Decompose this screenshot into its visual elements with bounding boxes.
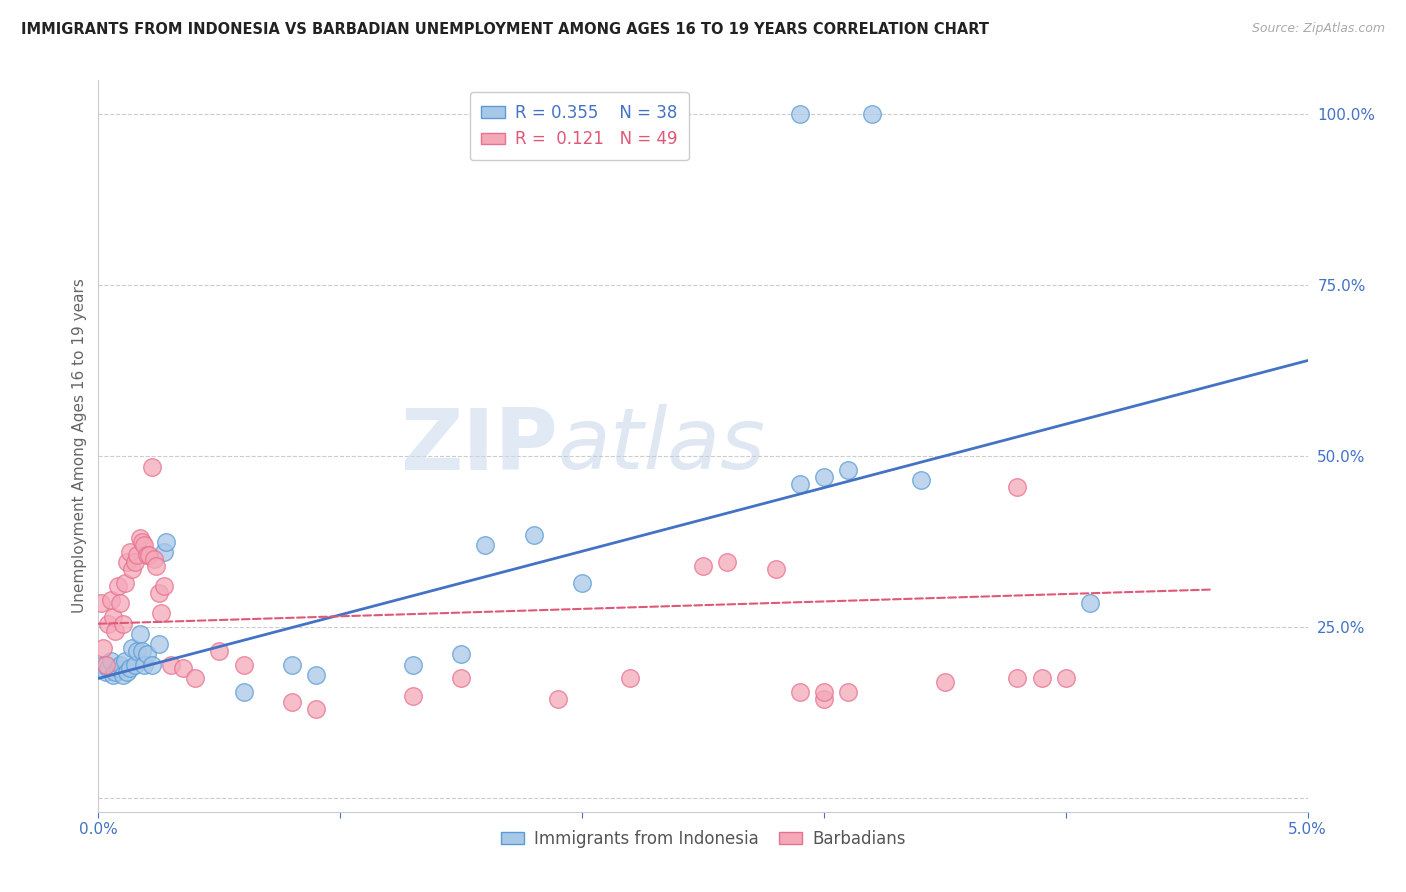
Point	[1007, 672, 1029, 686]
Point	[150, 607, 173, 621]
Point	[107, 579, 129, 593]
Point	[450, 672, 472, 686]
Point	[131, 644, 153, 658]
Point	[90, 596, 112, 610]
Point	[1007, 480, 1029, 494]
Point	[94, 665, 117, 679]
Point	[127, 644, 149, 658]
Point	[134, 538, 156, 552]
Point	[232, 685, 254, 699]
Legend: Immigrants from Indonesia, Barbadians: Immigrants from Indonesia, Barbadians	[494, 823, 912, 855]
Point	[111, 668, 134, 682]
Point	[281, 657, 304, 672]
Point	[281, 695, 304, 709]
Point	[104, 624, 127, 638]
Point	[547, 692, 569, 706]
Point	[523, 528, 546, 542]
Point	[143, 551, 166, 566]
Point	[135, 648, 157, 662]
Point	[124, 555, 146, 569]
Point	[101, 668, 124, 682]
Point	[155, 534, 177, 549]
Text: Source: ZipAtlas.com: Source: ZipAtlas.com	[1251, 22, 1385, 36]
Point	[152, 545, 174, 559]
Point	[152, 579, 174, 593]
Point	[145, 558, 167, 573]
Point	[305, 702, 328, 716]
Point	[141, 459, 163, 474]
Point	[232, 657, 254, 672]
Point	[450, 648, 472, 662]
Point	[716, 555, 738, 569]
Point	[765, 562, 787, 576]
Point	[97, 661, 120, 675]
Point	[837, 463, 859, 477]
Point	[91, 640, 114, 655]
Point	[141, 657, 163, 672]
Y-axis label: Unemployment Among Ages 16 to 19 years: Unemployment Among Ages 16 to 19 years	[72, 278, 87, 614]
Point	[813, 685, 835, 699]
Point	[94, 657, 117, 672]
Text: ZIP: ZIP	[401, 404, 558, 488]
Point	[121, 640, 143, 655]
Point	[114, 654, 136, 668]
Point	[571, 575, 593, 590]
Point	[121, 562, 143, 576]
Point	[934, 674, 956, 689]
Point	[108, 596, 131, 610]
Point	[128, 531, 150, 545]
Point	[789, 476, 811, 491]
Point	[910, 473, 932, 487]
Point	[107, 661, 129, 675]
Point	[114, 575, 136, 590]
Point	[100, 654, 122, 668]
Point	[135, 549, 157, 563]
Point	[131, 534, 153, 549]
Point	[860, 107, 883, 121]
Point	[148, 637, 170, 651]
Point	[138, 549, 160, 563]
Text: IMMIGRANTS FROM INDONESIA VS BARBADIAN UNEMPLOYMENT AMONG AGES 16 TO 19 YEARS CO: IMMIGRANTS FROM INDONESIA VS BARBADIAN U…	[21, 22, 988, 37]
Point	[172, 661, 194, 675]
Point	[148, 586, 170, 600]
Point	[128, 627, 150, 641]
Point	[813, 692, 835, 706]
Point	[101, 610, 124, 624]
Point	[208, 644, 231, 658]
Point	[692, 558, 714, 573]
Point	[118, 545, 141, 559]
Point	[117, 555, 139, 569]
Point	[118, 661, 141, 675]
Point	[111, 616, 134, 631]
Point	[104, 665, 127, 679]
Point	[619, 672, 641, 686]
Point	[100, 592, 122, 607]
Point	[127, 549, 149, 563]
Point	[837, 685, 859, 699]
Point	[134, 657, 156, 672]
Point	[91, 657, 114, 672]
Point	[124, 657, 146, 672]
Text: atlas: atlas	[558, 404, 766, 488]
Point	[160, 657, 183, 672]
Point	[402, 657, 425, 672]
Point	[1031, 672, 1053, 686]
Point	[789, 685, 811, 699]
Point	[117, 665, 139, 679]
Point	[97, 616, 120, 631]
Point	[108, 657, 131, 672]
Point	[789, 107, 811, 121]
Point	[1078, 596, 1101, 610]
Point	[474, 538, 496, 552]
Point	[1054, 672, 1077, 686]
Point	[184, 672, 207, 686]
Point	[813, 469, 835, 483]
Point	[305, 668, 328, 682]
Point	[402, 689, 425, 703]
